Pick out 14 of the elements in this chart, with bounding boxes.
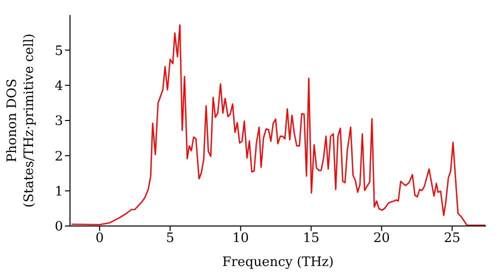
y-axis-title: Phonon DOS (States/THz·primitive cell) [5,33,37,208]
y-tick-label: 0 [54,220,63,235]
y-tick-label: 1 [54,184,63,200]
x-tick-label: 10 [232,231,249,246]
x-tick-label: 0 [95,231,104,246]
y-tick-label: 5 [54,44,63,59]
x-tick-label: 20 [373,231,390,246]
x-tick-label: 15 [302,231,320,246]
y-tick-label: 3 [54,114,63,130]
x-tick-label: 25 [444,231,460,246]
x-axis-title: Frequency (THz) [222,255,334,270]
y-tick-label: 2 [54,149,63,164]
y-tick-label: 4 [54,78,63,94]
x-tick-label: 5 [166,231,174,246]
